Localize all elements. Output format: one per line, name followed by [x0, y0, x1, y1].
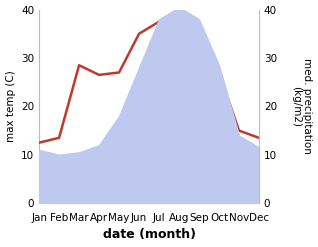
Y-axis label: max temp (C): max temp (C): [5, 70, 16, 142]
Y-axis label: med. precipitation
(kg/m2): med. precipitation (kg/m2): [291, 59, 313, 154]
X-axis label: date (month): date (month): [102, 228, 196, 242]
